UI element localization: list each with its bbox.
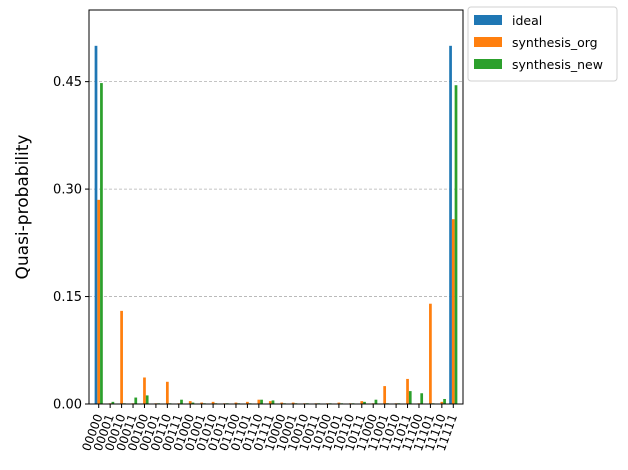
bar-synthesis_org-01001	[200, 402, 204, 404]
bar-synthesis_org-01111	[268, 401, 272, 404]
bar-synthesis_org-10111	[360, 401, 364, 404]
y-tick-label: 0.00	[53, 398, 82, 413]
bar-synthesis_org-00110	[165, 381, 169, 404]
grid-lines	[89, 81, 463, 297]
bar-synthesis_new-00100	[145, 395, 149, 404]
plot-frame	[88, 9, 464, 405]
bar-synthesis_new-00011	[134, 397, 138, 404]
bar-synthesis_org-01110	[257, 399, 261, 404]
legend-swatch-synthesis_org	[474, 37, 502, 47]
bar-synthesis_org-10000	[280, 402, 284, 404]
bar-synthesis_org-00100	[143, 377, 146, 404]
bar-synthesis_new-11011	[408, 391, 412, 404]
x-axis: 0000000001000100001100100001010011000111…	[79, 404, 460, 453]
bar-synthesis_new-11100	[420, 393, 424, 404]
legend-swatch-ideal	[474, 15, 502, 25]
legend-label-ideal: ideal	[512, 13, 542, 28]
bar-synthesis_new-00001	[111, 401, 115, 404]
bars	[94, 45, 458, 405]
y-tick-label: 0.15	[53, 290, 82, 305]
legend-label-synthesis_new: synthesis_new	[512, 57, 603, 72]
bar-synthesis_new-01111	[271, 400, 275, 404]
bar-synthesis_org-01000	[188, 401, 192, 404]
bar-synthesis_org-10101	[337, 402, 341, 404]
bar-synthesis_org-01100	[234, 402, 238, 404]
bar-synthesis_new-11111	[454, 85, 458, 404]
legend-frame	[467, 6, 618, 82]
bar-synthesis_org-01010	[211, 401, 215, 404]
bar-synthesis_org-11011	[406, 378, 409, 404]
bar-synthesis_org-00010	[120, 310, 123, 404]
bar-synthesis_org-11111	[451, 219, 455, 404]
bar-synthesis_org-11101	[429, 303, 432, 404]
y-axis: 0.00 0.15 0.30 0.45	[53, 75, 89, 413]
bar-synthesis_new-01000	[191, 402, 195, 404]
bar-ideal-00000	[94, 45, 98, 405]
bar-ideal-11111	[449, 45, 452, 405]
legend-label-synthesis_org: synthesis_org	[512, 35, 598, 50]
bar-synthesis_org-10001	[291, 402, 295, 404]
bar-synthesis_new-10111	[363, 401, 366, 404]
bar-synthesis_new-00111	[180, 399, 183, 404]
bar-synthesis_new-00000	[100, 83, 103, 404]
bar-synthesis_org-11001	[383, 386, 387, 404]
bar-synthesis_new-01110	[260, 399, 263, 404]
bar-synthesis_org-01101	[246, 401, 249, 404]
y-tick-label: 0.45	[53, 75, 82, 90]
y-tick-label: 0.30	[53, 183, 82, 198]
bar-synthesis_org-11110	[440, 401, 444, 404]
bar-synthesis_new-11110	[443, 398, 446, 404]
y-axis-label: Quasi-probability	[13, 135, 33, 280]
legend-swatch-synthesis_new	[474, 59, 502, 69]
bar-synthesis_org-00000	[97, 199, 101, 404]
bar-synthesis_new-11000	[374, 399, 378, 404]
legend: ideal synthesis_org synthesis_new	[467, 6, 618, 82]
